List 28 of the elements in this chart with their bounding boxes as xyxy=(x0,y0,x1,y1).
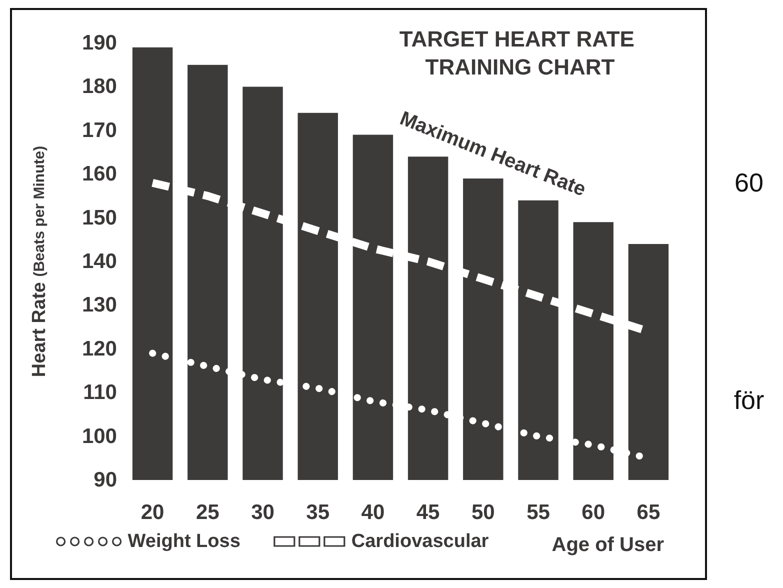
y-tick-label: 190 xyxy=(82,32,117,54)
y-tick-label: 170 xyxy=(82,118,117,142)
text: för xyxy=(734,384,765,415)
x-axis-title: Age of User xyxy=(552,534,664,556)
legend-label: Cardiovascular xyxy=(351,531,490,552)
y-tick-label: 160 xyxy=(82,162,117,186)
x-tick-label: 55 xyxy=(526,501,550,524)
y-tick-label: 180 xyxy=(82,75,117,98)
x-tick-label: 35 xyxy=(306,501,330,524)
x-tick-label: 40 xyxy=(361,501,385,524)
x-tick-label: 25 xyxy=(196,501,220,524)
y-tick-label: 130 xyxy=(82,294,117,317)
text: 60 xyxy=(734,167,764,198)
x-tick-label: 65 xyxy=(636,501,660,524)
x-tick-label: 50 xyxy=(471,501,495,524)
x-tick-label: 60 xyxy=(582,501,606,524)
y-tick-label: 90 xyxy=(94,468,117,492)
y-axis-title: Heart Rate (Beats per Minute) xyxy=(29,146,50,378)
legend-label: Weight Loss xyxy=(128,531,240,552)
x-tick-label: 30 xyxy=(251,501,274,524)
x-tick-label: 20 xyxy=(140,501,164,524)
y-tick-label: 120 xyxy=(82,337,117,360)
y-tick-label: 100 xyxy=(82,424,117,448)
chart-title: TARGET HEART RATE TRAINING CHART xyxy=(399,26,641,80)
x-tick-label: 45 xyxy=(416,501,440,524)
y-tick-label: 150 xyxy=(82,206,117,230)
y-tick-label: 110 xyxy=(83,381,117,404)
y-tick-label: 140 xyxy=(82,250,117,273)
